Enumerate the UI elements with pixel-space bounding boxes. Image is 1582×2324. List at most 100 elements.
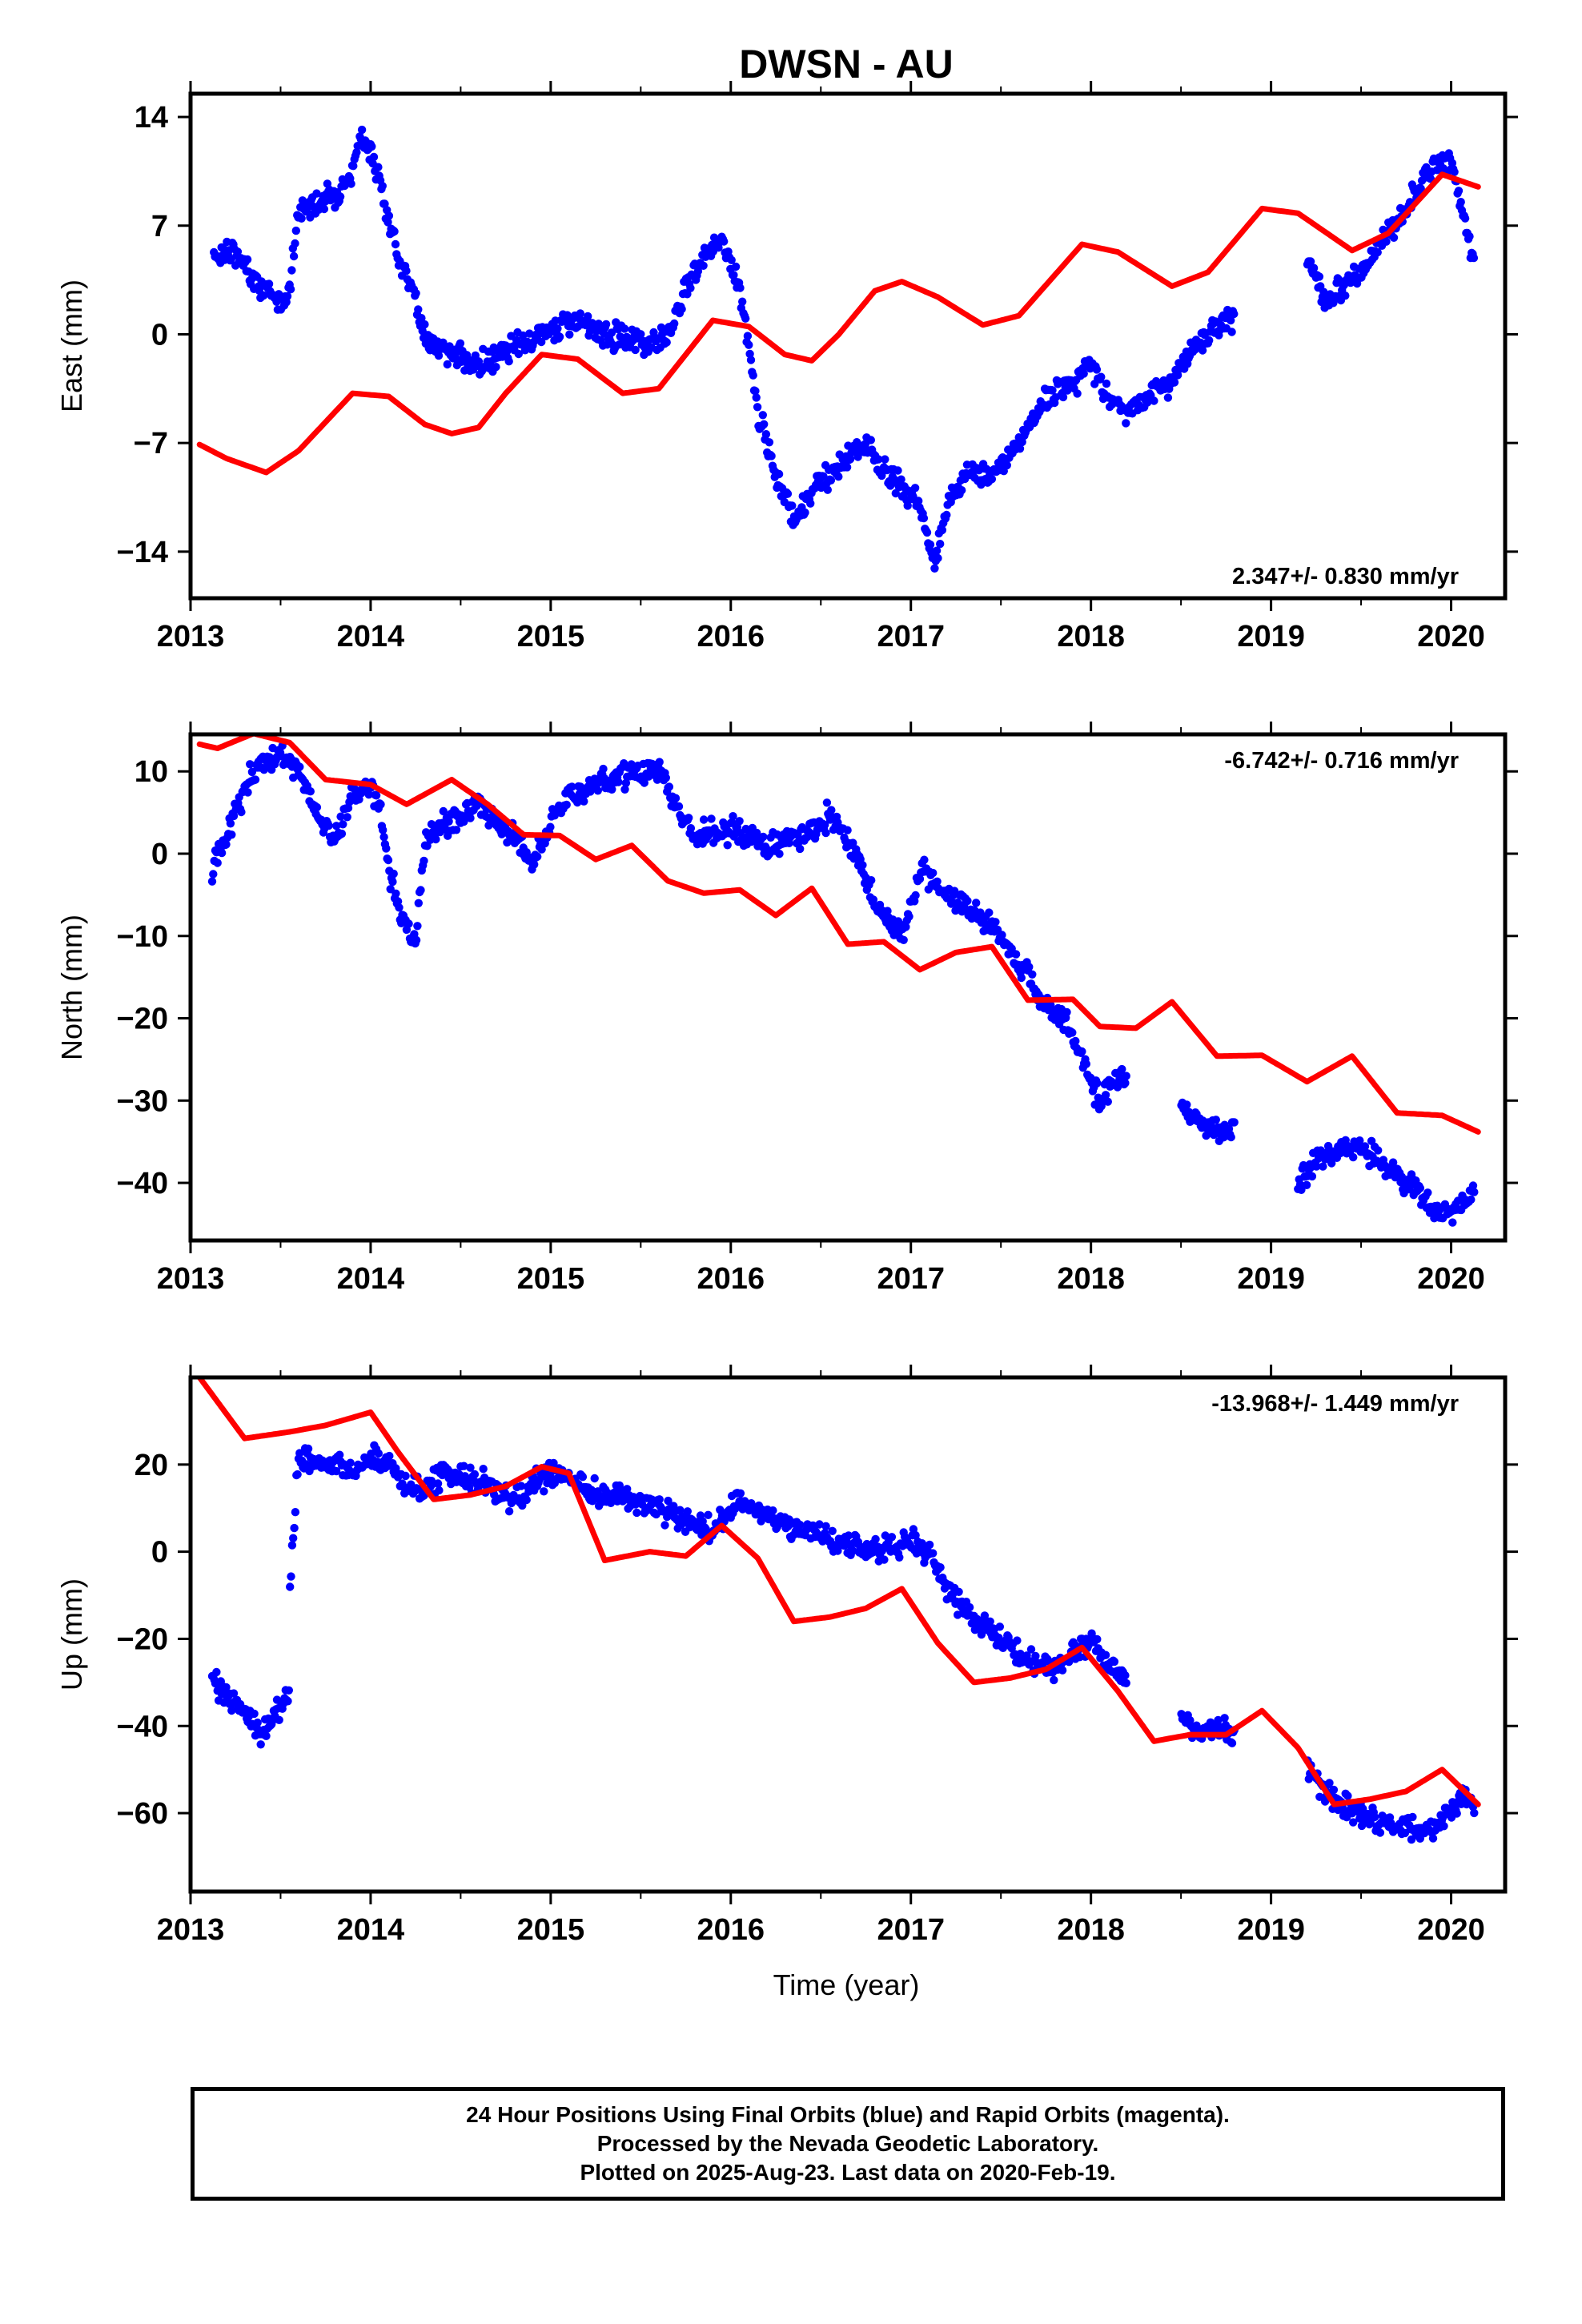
data-point <box>286 285 295 294</box>
data-point <box>389 869 398 879</box>
data-point <box>291 1508 300 1517</box>
data-point <box>806 499 815 508</box>
data-point <box>815 1520 824 1529</box>
data-point <box>391 239 400 249</box>
data-point <box>1110 1657 1119 1667</box>
data-point <box>985 908 994 917</box>
data-point <box>393 897 403 906</box>
footer-line-3: Plotted on 2025-Aug-23. Last data on 202… <box>580 2160 1116 2185</box>
data-point <box>1230 309 1239 319</box>
x-tick-label: 2015 <box>517 620 585 653</box>
data-point <box>765 438 774 447</box>
data-point <box>379 826 387 834</box>
data-point <box>283 292 292 301</box>
data-point <box>1058 392 1068 402</box>
data-point <box>743 332 753 340</box>
data-point <box>977 1630 986 1639</box>
data-point <box>1448 1218 1457 1227</box>
data-point <box>769 1506 777 1515</box>
data-point <box>920 855 929 864</box>
data-point <box>1309 263 1319 272</box>
data-point <box>1170 378 1179 387</box>
data-point <box>546 822 555 831</box>
data-point <box>911 1530 920 1540</box>
x-tick-label: 2013 <box>157 620 225 653</box>
data-point <box>395 903 404 912</box>
data-point <box>1198 346 1207 355</box>
data-point <box>492 363 500 372</box>
data-point <box>614 778 623 786</box>
data-point <box>933 877 942 887</box>
data-point <box>516 1482 526 1490</box>
data-point <box>522 1495 531 1505</box>
data-point <box>284 1686 293 1695</box>
data-point <box>942 510 951 520</box>
data-point <box>470 1470 480 1479</box>
data-point <box>295 762 304 771</box>
y-tick-label: 0 <box>151 318 168 352</box>
y-tick-label: 10 <box>135 755 168 789</box>
data-point <box>1050 1675 1058 1685</box>
model-fit-line <box>196 1377 1481 1807</box>
data-point <box>388 877 397 887</box>
data-point <box>390 227 399 236</box>
data-point <box>661 1521 669 1530</box>
data-point <box>1058 1666 1067 1675</box>
data-point <box>601 320 611 329</box>
data-point <box>954 1610 962 1619</box>
data-point <box>1343 1791 1352 1800</box>
data-point <box>699 815 709 824</box>
data-point <box>385 1451 394 1461</box>
data-point <box>1211 1116 1221 1124</box>
data-point <box>1173 371 1182 380</box>
data-point <box>1093 1634 1102 1644</box>
data-point <box>364 790 373 799</box>
data-point <box>821 828 830 838</box>
data-point <box>1302 1180 1311 1190</box>
rate-label: -6.742+/- 0.716 mm/yr <box>1224 748 1459 774</box>
data-point <box>1103 1097 1113 1106</box>
y-axis-label: Up (mm) <box>55 1578 88 1691</box>
x-tick-label: 2019 <box>1237 620 1305 653</box>
plot-area <box>196 1377 1481 1844</box>
data-point <box>640 778 648 787</box>
data-point <box>295 1449 304 1458</box>
data-point <box>1470 1808 1479 1818</box>
data-point <box>910 484 920 493</box>
data-point <box>665 782 674 791</box>
y-tick-label: −30 <box>117 1084 168 1118</box>
data-point <box>1073 389 1082 398</box>
data-point <box>858 861 867 870</box>
data-point <box>1465 232 1474 241</box>
data-point <box>1121 1079 1130 1088</box>
data-point <box>822 798 832 807</box>
data-point <box>758 411 767 420</box>
data-point <box>1329 1785 1339 1795</box>
data-point <box>930 564 939 573</box>
data-point <box>374 163 383 171</box>
data-point <box>259 291 268 300</box>
footer-caption-box: 24 Hour Positions Using Final Orbits (bl… <box>191 2087 1505 2201</box>
data-point <box>934 553 942 563</box>
y-tick-label: −60 <box>117 1797 168 1831</box>
data-point <box>958 486 966 495</box>
data-point <box>332 822 341 830</box>
x-tick-label: 2020 <box>1417 620 1485 653</box>
data-point <box>374 1449 383 1458</box>
data-point <box>383 218 392 227</box>
data-point <box>369 152 379 162</box>
x-tick-label: 2014 <box>337 1913 405 1947</box>
data-point <box>335 192 345 201</box>
y-tick-label: −10 <box>117 920 168 954</box>
data-point <box>1370 1812 1379 1822</box>
data-point <box>253 1718 262 1727</box>
data-point <box>1375 1828 1385 1837</box>
data-point <box>420 856 428 866</box>
plot-frame <box>188 91 1508 601</box>
data-point <box>1415 1184 1425 1192</box>
data-point <box>1205 336 1214 345</box>
data-point <box>919 513 929 523</box>
panel-1: 2013 2014 2015 2016 2017 2018 2019 2020 14 7 0 −7 −1… <box>55 81 1518 653</box>
data-point <box>452 348 460 357</box>
data-point <box>897 475 905 484</box>
